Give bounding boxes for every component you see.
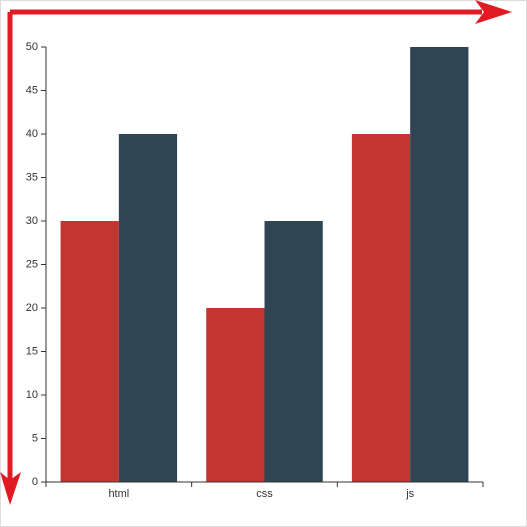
y-tick-label: 15 [26, 345, 38, 357]
arrow-x-head [475, 0, 512, 24]
bar [206, 308, 265, 482]
y-tick-label: 0 [32, 476, 38, 488]
bar [118, 134, 178, 482]
bar [351, 134, 411, 482]
y-tick-label: 45 [26, 84, 38, 96]
y-tick-label: 10 [26, 389, 38, 401]
x-tick-label: css [256, 488, 273, 500]
x-tick-label: js [405, 488, 414, 500]
bar [60, 221, 119, 482]
y-tick-label: 50 [26, 41, 38, 53]
bar [264, 221, 323, 482]
y-tick-label: 25 [26, 258, 38, 270]
y-tick-label: 35 [26, 171, 38, 183]
x-tick-label: html [108, 488, 129, 500]
bar [410, 47, 469, 482]
y-tick-label: 5 [32, 432, 38, 444]
y-tick-label: 20 [26, 302, 38, 314]
plot: 0 5 10 15 20 25 30 35 40 45 50 html css js [26, 41, 484, 500]
y-tick-label: 40 [26, 128, 38, 140]
arrow-y-head [0, 472, 21, 505]
y-tick-label: 30 [26, 215, 38, 227]
